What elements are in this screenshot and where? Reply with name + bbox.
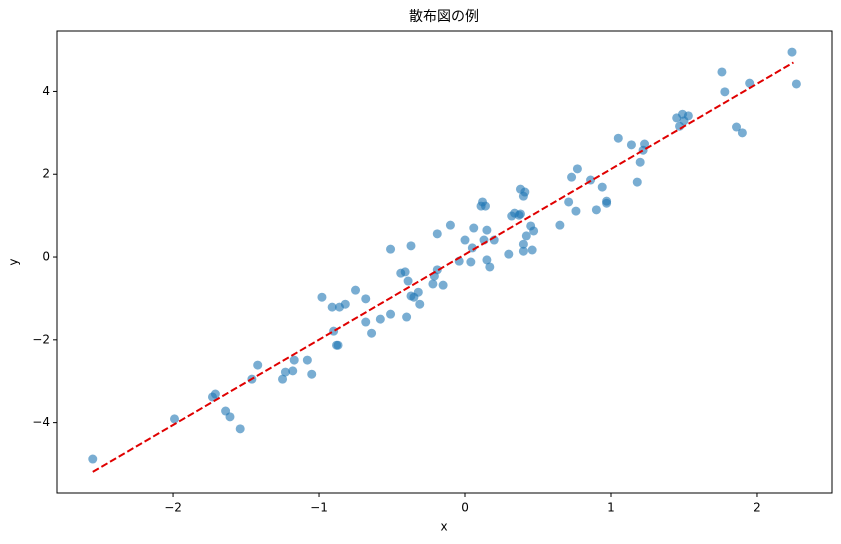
point xyxy=(527,245,537,255)
point xyxy=(467,243,477,253)
point xyxy=(333,340,343,350)
point xyxy=(626,140,636,150)
point xyxy=(432,229,442,239)
point xyxy=(280,367,290,377)
point xyxy=(635,157,645,167)
point xyxy=(327,302,337,312)
point xyxy=(428,279,438,289)
point xyxy=(466,257,476,267)
point xyxy=(307,369,317,379)
point xyxy=(640,139,650,149)
point xyxy=(438,280,448,290)
x-tick-label: −1 xyxy=(310,501,328,515)
point xyxy=(235,424,245,434)
point xyxy=(567,172,577,182)
x-tick-label: 0 xyxy=(461,501,469,515)
plot-frame xyxy=(56,30,833,494)
point xyxy=(791,79,801,89)
point xyxy=(400,267,410,277)
point xyxy=(504,249,514,259)
point xyxy=(732,122,742,132)
y-tick-label: 0 xyxy=(42,250,50,264)
point xyxy=(402,312,412,322)
point xyxy=(403,276,413,286)
point xyxy=(555,220,565,230)
point xyxy=(571,206,581,216)
point xyxy=(386,309,396,319)
point xyxy=(445,220,455,230)
point xyxy=(521,231,531,241)
x-axis-label: x xyxy=(440,520,447,534)
point xyxy=(289,355,299,365)
point xyxy=(460,235,470,245)
point xyxy=(278,374,288,384)
point xyxy=(351,285,361,295)
point xyxy=(361,294,371,304)
point xyxy=(720,87,730,97)
point xyxy=(480,201,490,211)
point xyxy=(210,389,220,399)
point xyxy=(361,317,371,327)
point xyxy=(591,205,601,215)
point xyxy=(613,133,623,143)
chart-title: 散布図の例 xyxy=(409,9,479,25)
point xyxy=(406,241,416,251)
point xyxy=(515,209,525,219)
y-tick-label: −2 xyxy=(32,332,50,346)
x-tick-label: 1 xyxy=(607,501,615,515)
point xyxy=(469,223,479,233)
point xyxy=(375,314,385,324)
point xyxy=(367,328,377,338)
point xyxy=(745,78,755,88)
x-tick-label: 2 xyxy=(753,501,761,515)
fit-line xyxy=(92,61,794,473)
point xyxy=(170,414,180,424)
point xyxy=(572,164,582,174)
point xyxy=(253,360,263,370)
point xyxy=(317,292,327,302)
y-tick-label: −4 xyxy=(32,415,50,429)
point xyxy=(386,244,396,254)
point xyxy=(518,246,528,256)
point xyxy=(683,111,693,121)
point xyxy=(564,197,574,207)
point xyxy=(413,287,423,297)
point xyxy=(737,128,747,138)
point xyxy=(288,366,298,376)
point xyxy=(329,326,339,336)
point xyxy=(225,412,235,422)
point xyxy=(518,239,528,249)
point xyxy=(482,225,492,235)
point xyxy=(529,226,539,236)
point xyxy=(340,299,350,309)
point xyxy=(597,182,607,192)
point xyxy=(717,67,727,77)
y-axis-label: y xyxy=(7,258,21,265)
point xyxy=(602,198,612,208)
point xyxy=(302,355,312,365)
y-tick-label: 2 xyxy=(42,167,50,181)
point xyxy=(485,262,495,272)
y-tick-label: 4 xyxy=(42,84,50,98)
point xyxy=(520,187,530,197)
point xyxy=(415,299,425,309)
point xyxy=(632,177,642,187)
point xyxy=(787,47,797,57)
x-tick-label: −2 xyxy=(164,501,182,515)
point xyxy=(482,255,492,265)
point xyxy=(88,454,98,464)
